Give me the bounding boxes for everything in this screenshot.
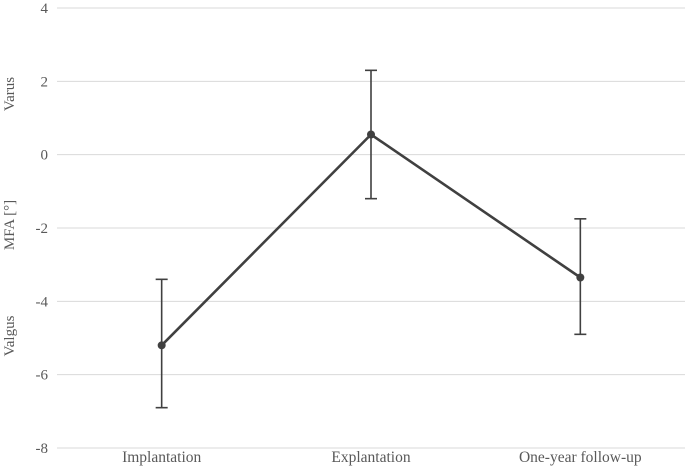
y-axis-label-mfa: MFA [°] xyxy=(2,200,18,250)
y-tick-label: -4 xyxy=(36,294,49,310)
data-point-marker xyxy=(367,130,375,139)
data-point-marker xyxy=(576,273,585,282)
y-axis-label-varus: Varus xyxy=(2,77,18,111)
data-point-marker xyxy=(157,341,166,350)
y-tick-label: 2 xyxy=(41,74,49,90)
x-category-label: Explantation xyxy=(331,449,410,466)
y-tick-label: -6 xyxy=(36,368,49,384)
y-tick-label: 0 xyxy=(41,148,49,164)
y-tick-label: -2 xyxy=(36,221,49,237)
y-axis-label-valgus: Valgus xyxy=(2,315,18,356)
y-tick-label: -8 xyxy=(36,441,49,457)
x-category-label: One-year follow-up xyxy=(519,449,642,466)
y-tick-label: 4 xyxy=(41,1,49,17)
x-category-label: Implantation xyxy=(122,449,201,466)
